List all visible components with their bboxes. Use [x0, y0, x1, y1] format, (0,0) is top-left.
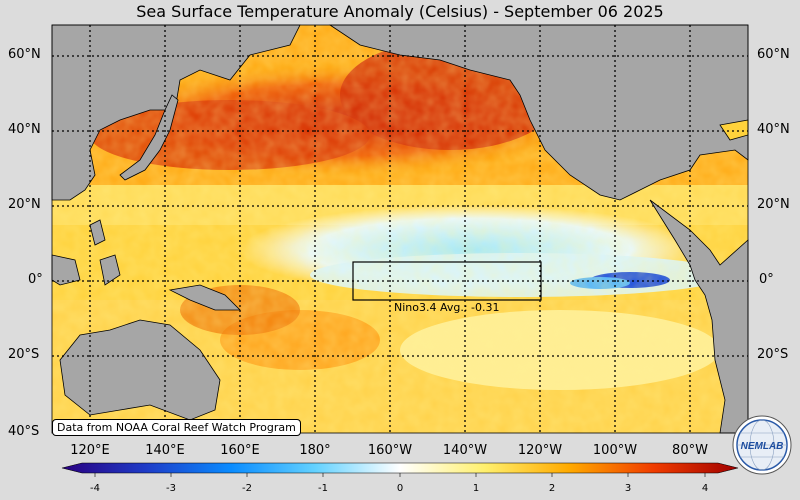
lon-label: 140°W: [442, 443, 488, 458]
map-frame: [51, 24, 749, 434]
colorbar-tick: -3: [166, 483, 176, 494]
data-credit: Data from NOAA Coral Reef Watch Program: [52, 419, 301, 436]
lon-label: 180°: [299, 443, 331, 458]
land-masses: [51, 24, 749, 434]
lon-label: 120°E: [70, 443, 110, 458]
lon-label: 120°W: [517, 443, 563, 458]
logo-text: NEMLAB: [741, 441, 784, 452]
colorbar: [61, 462, 739, 477]
lat-label-left: 20°S: [8, 347, 40, 362]
colorbar-tick: 0: [396, 483, 404, 494]
colorbar-tick: -4: [90, 483, 100, 494]
graticule: [52, 25, 748, 433]
colorbar-tick: -1: [318, 483, 328, 494]
lat-label-right: 40°N: [757, 122, 790, 137]
lat-label-left: 0°: [28, 272, 43, 287]
colorbar-tick: 3: [624, 483, 632, 494]
nino34-box: [352, 261, 542, 301]
lat-label-right: 20°S: [757, 347, 789, 362]
lat-label-left: 40°N: [8, 122, 41, 137]
lon-label: 100°W: [592, 443, 638, 458]
lat-label-right: 60°N: [757, 47, 790, 62]
lat-label-left: 20°N: [8, 197, 41, 212]
map-title: Sea Surface Temperature Anomaly (Celsius…: [136, 2, 664, 21]
lat-label-right: 20°N: [757, 197, 790, 212]
nino34-average-label: Nino3.4 Avg.: -0.31: [394, 301, 500, 314]
lat-label-left: 40°S: [8, 424, 40, 439]
lon-label: 80°W: [672, 443, 708, 458]
lon-label: 160°W: [367, 443, 413, 458]
colorbar-tick: -2: [242, 483, 252, 494]
nemlab-logo: NEMLAB: [732, 415, 792, 475]
colorbar-tick: 1: [472, 483, 480, 494]
lat-label-right: 0°: [759, 272, 774, 287]
lat-label-left: 60°N: [8, 47, 41, 62]
colorbar-tick: 2: [548, 483, 556, 494]
lon-label: 160°E: [220, 443, 260, 458]
lon-label: 140°E: [145, 443, 185, 458]
colorbar-tick: 4: [701, 483, 709, 494]
